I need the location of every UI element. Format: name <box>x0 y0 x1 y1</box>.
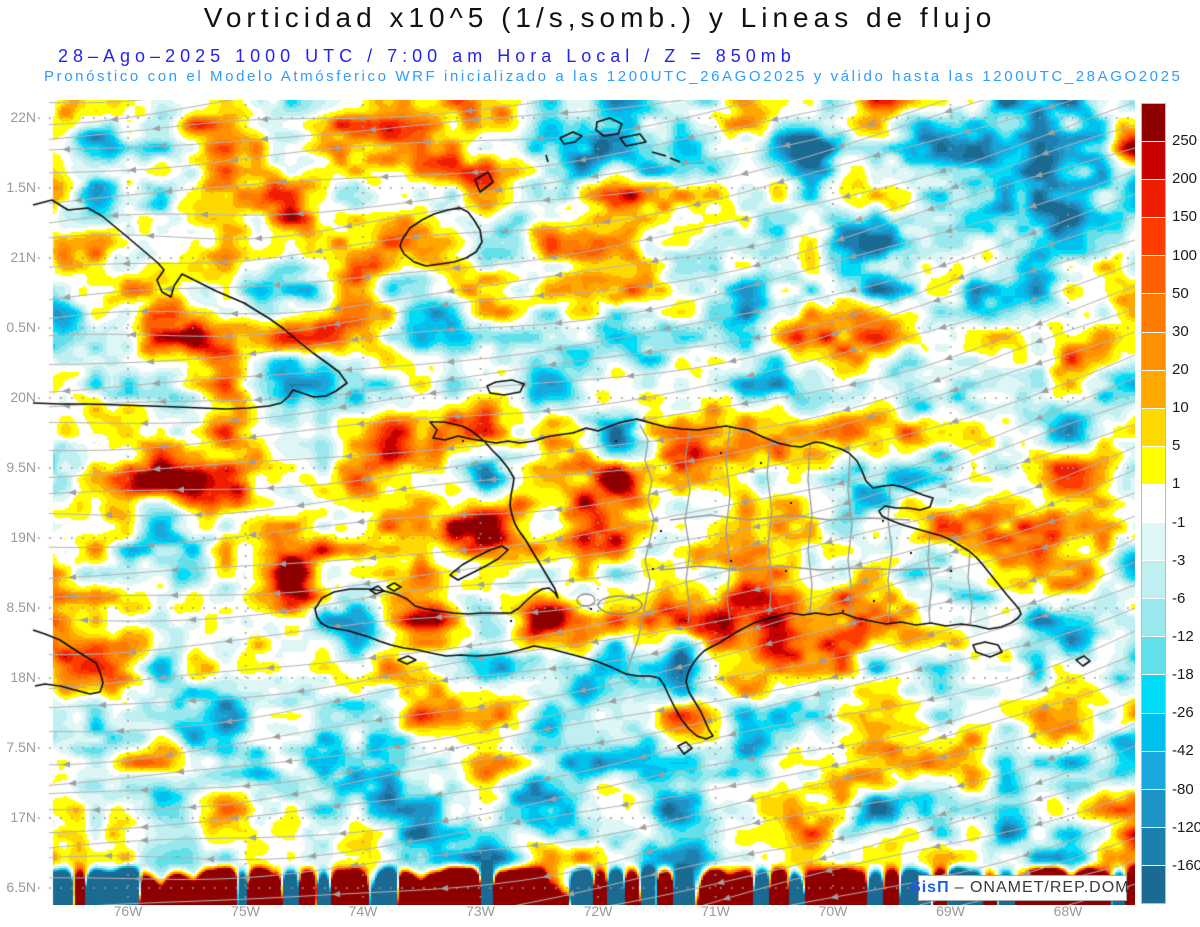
lat-label: 21N <box>10 249 36 265</box>
colorbar-segment <box>1142 523 1165 561</box>
watermark-brand: SisΠ <box>910 879 950 896</box>
watermark-org: – ONAMET/REP.DOM. <box>954 879 1135 896</box>
colorbar-segment <box>1142 370 1165 408</box>
colorbar-segment <box>1142 294 1165 332</box>
lon-label: 74W <box>348 903 378 919</box>
lon-label: 68W <box>1053 903 1083 919</box>
colorbar-segment <box>1142 599 1165 637</box>
colorbar-tick-label: -18 <box>1172 666 1194 684</box>
colorbar-tick-label: -1 <box>1172 513 1186 531</box>
colorbar-tick-label: 200 <box>1172 170 1198 188</box>
colorbar-tick-label: 100 <box>1172 246 1198 264</box>
lon-label: 75W <box>231 903 260 919</box>
lat-label: 6.5N <box>6 879 36 895</box>
subtitle-datetime: 28–Ago–2025 1000 UTC / 7:00 am Hora Loca… <box>58 46 796 66</box>
colorbar-tick-label: -80 <box>1172 780 1194 798</box>
colorbar-segment <box>1142 827 1165 865</box>
colorbar-tick-label: -26 <box>1172 704 1194 722</box>
lon-label: 70W <box>818 903 848 919</box>
lat-label: 19N <box>10 529 36 545</box>
colorbar-tick-label: 20 <box>1172 361 1189 378</box>
map-area <box>30 100 1135 905</box>
colorbar-segment <box>1142 256 1165 294</box>
colorbar-tick-label: 30 <box>1172 322 1189 340</box>
lat-label: 17N <box>10 809 36 825</box>
colorbar-tick-label: -6 <box>1172 589 1186 607</box>
lon-label: 76W <box>113 903 143 919</box>
colorbar-tick-label: 5 <box>1172 437 1181 455</box>
colorbar-segment <box>1142 637 1165 675</box>
colorbar-segment <box>1142 180 1165 218</box>
lon-label: 71W <box>701 903 730 919</box>
colorbar-tick-label: 10 <box>1172 399 1189 417</box>
lat-label: 0.5N <box>6 319 36 335</box>
vorticity-colorbar <box>1141 103 1166 904</box>
colorbar-tick-label: -160 <box>1172 856 1200 874</box>
lat-label: 7.5N <box>6 739 36 755</box>
lon-label: 73W <box>466 903 495 919</box>
colorbar-segment <box>1142 218 1165 256</box>
lat-label: 20N <box>10 389 36 405</box>
lat-label: 1.5N <box>6 179 36 195</box>
colorbar-tick-label: 150 <box>1172 208 1198 226</box>
colorbar-tick-label: -12 <box>1172 628 1194 645</box>
colorbar-segment <box>1142 789 1165 827</box>
colorbar-tick-label: 250 <box>1172 132 1198 150</box>
colorbar-segment <box>1142 675 1165 713</box>
lon-label: 72W <box>583 903 613 919</box>
lat-label: 9.5N <box>6 459 36 475</box>
colorbar-tick-label: 1 <box>1172 475 1181 493</box>
subtitle-model-info: Pronóstico con el Modelo Atmósferico WRF… <box>44 68 1183 85</box>
colorbar-segment <box>1142 865 1165 903</box>
colorbar-tick-label: -42 <box>1172 742 1194 760</box>
chart-title: Vorticidad x10^5 (1/s,somb.) y Lineas de… <box>203 2 997 33</box>
colorbar-tick-label: -120 <box>1172 818 1200 836</box>
colorbar-tick-label: -3 <box>1172 551 1186 569</box>
watermark-box: SisΠ – ONAMET/REP.DOM. <box>910 875 1134 901</box>
colorbar-segment <box>1142 104 1165 142</box>
lon-label: 69W <box>936 903 965 919</box>
colorbar-segment <box>1142 446 1165 484</box>
lat-label: 8.5N <box>6 599 36 615</box>
colorbar-segment <box>1142 142 1165 180</box>
colorbar-segment <box>1142 332 1165 370</box>
colorbar-tick-label: 50 <box>1172 284 1189 302</box>
colorbar-segment <box>1142 751 1165 789</box>
lat-label: 22N <box>10 109 36 125</box>
colorbar-segment <box>1142 408 1165 446</box>
colorbar-segment <box>1142 484 1165 523</box>
vorticity-streamline-map <box>30 100 1135 905</box>
colorbar-segment <box>1142 561 1165 599</box>
colorbar-segment <box>1142 713 1165 751</box>
lat-label: 18N <box>10 669 36 685</box>
